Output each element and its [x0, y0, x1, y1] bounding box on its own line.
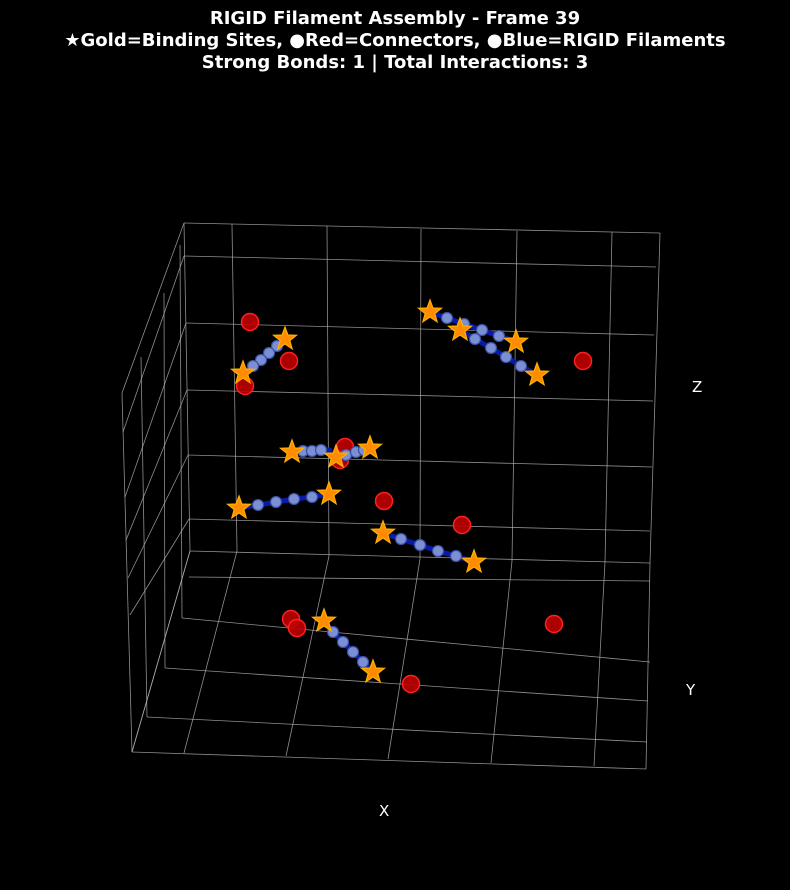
- grid-line: [188, 576, 651, 582]
- grid-line: [185, 322, 655, 336]
- grid-line: [122, 255, 185, 433]
- z-axis-label: Z: [692, 378, 702, 396]
- filament-bead: [394, 532, 408, 546]
- grid-line: [604, 231, 613, 563]
- filament-bead: [251, 498, 265, 512]
- grid-line: [140, 356, 148, 718]
- binding-site-point: [322, 443, 350, 469]
- axes-grid: [121, 222, 661, 770]
- grid-line: [645, 562, 651, 770]
- y-axis-label: Y: [685, 681, 696, 699]
- binding-site-point: [278, 438, 306, 464]
- grid-line: [188, 518, 651, 532]
- grid-line: [121, 392, 133, 753]
- connector-point: [287, 618, 307, 638]
- grid-line: [649, 232, 661, 564]
- binding-site-point: [523, 361, 551, 387]
- grid-line: [181, 617, 651, 663]
- grid-line: [129, 518, 190, 616]
- grid-line: [511, 230, 518, 562]
- filament-bead: [431, 544, 445, 558]
- binding-site-point: [460, 548, 488, 574]
- binding-site-point: [502, 328, 530, 354]
- grid-line: [124, 322, 187, 498]
- filament-bead: [254, 353, 268, 367]
- filament-bead: [336, 635, 350, 649]
- filament-bead: [449, 549, 463, 563]
- grid-line: [326, 225, 330, 557]
- grid-line: [131, 751, 647, 770]
- grid-line: [146, 716, 648, 743]
- grid-line: [163, 292, 166, 669]
- grid-line: [231, 223, 238, 552]
- chart-legend-caption: ★Gold=Binding Sites, ●Red=Connectors, ●B…: [64, 30, 726, 51]
- connector-point: [544, 614, 564, 634]
- grid-line: [179, 244, 183, 619]
- binding-site-point: [359, 658, 387, 684]
- grid-line: [490, 560, 513, 764]
- grid-line: [183, 550, 238, 754]
- binding-site-point: [315, 480, 343, 506]
- filament-bead: [269, 495, 283, 509]
- filament-bead: [475, 323, 489, 337]
- chart-title: RIGID Filament Assembly - Frame 39: [209, 8, 581, 29]
- binding-site-point: [356, 434, 384, 460]
- grid-line: [125, 389, 188, 541]
- binding-site-point: [310, 607, 338, 633]
- binding-site-point: [416, 298, 444, 324]
- markers: [225, 298, 593, 694]
- filament-bead: [413, 538, 427, 552]
- filament-bead: [346, 645, 360, 659]
- grid-line: [387, 558, 421, 760]
- binding-site-point: [229, 359, 257, 385]
- grid-line: [121, 222, 185, 394]
- grid-line: [183, 222, 661, 234]
- filament-bead: [305, 490, 319, 504]
- connector-point: [573, 351, 593, 371]
- filament-bead: [514, 359, 528, 373]
- grid-line: [186, 389, 654, 402]
- connector-point: [240, 312, 260, 332]
- grid-line: [183, 255, 657, 268]
- grid-line: [419, 228, 422, 560]
- grid-line: [183, 222, 191, 552]
- connector-point: [401, 674, 421, 694]
- filament-bead: [262, 346, 276, 360]
- connector-point: [452, 515, 472, 535]
- binding-site-point: [225, 494, 253, 520]
- connector-point: [374, 491, 394, 511]
- filament-bead: [287, 492, 301, 506]
- filament-bead: [440, 311, 454, 325]
- filament-bead: [492, 329, 506, 343]
- filament-bead: [356, 655, 370, 669]
- grid-line: [285, 555, 330, 757]
- filament-bead: [499, 350, 513, 364]
- binding-site-point: [446, 316, 474, 342]
- grid-line: [131, 550, 191, 753]
- connector-point: [279, 351, 299, 371]
- filament-bead: [484, 341, 498, 355]
- grid-line: [127, 454, 189, 579]
- binding-site-point: [369, 519, 397, 545]
- binding-site-point: [271, 325, 299, 351]
- x-axis-label: X: [379, 802, 389, 820]
- grid-line: [593, 561, 606, 767]
- chart-stats: Strong Bonds: 1 | Total Interactions: 3: [201, 52, 589, 73]
- filament-bead: [468, 332, 482, 346]
